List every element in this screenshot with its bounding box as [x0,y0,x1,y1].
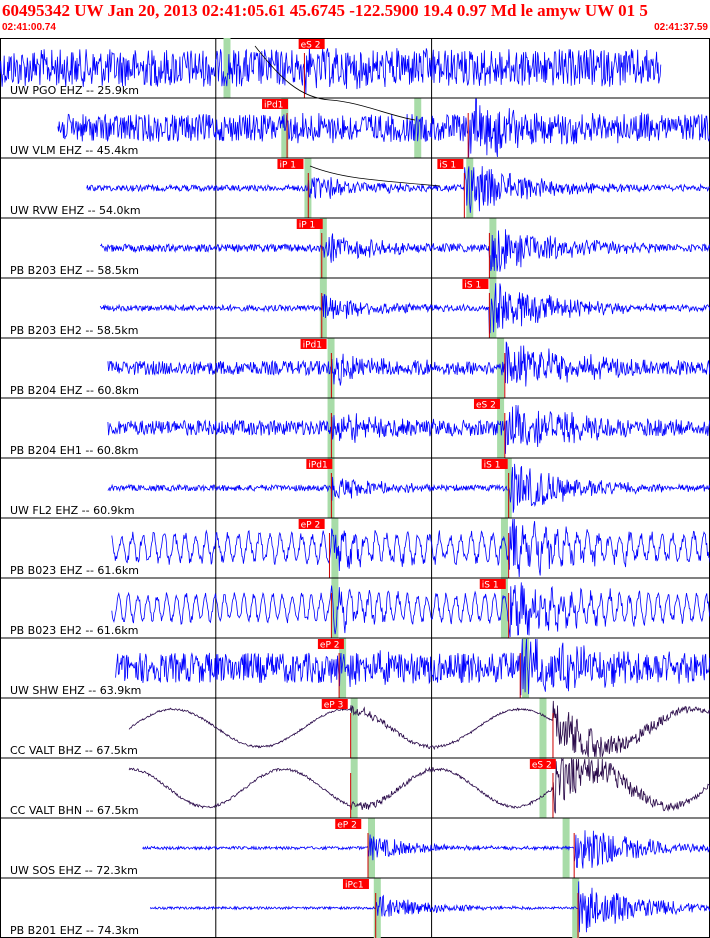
station-label: PB B023 EH2 -- 61.6km [10,624,138,637]
pick-box [479,579,506,589]
pick-box [529,759,556,769]
waveform-trace [100,229,710,272]
station-label: PB B201 EHZ -- 74.3km [10,924,139,937]
p-window-band [223,38,231,98]
s-window-band [539,758,547,818]
station-label: CC VALT BHZ -- 67.5km [10,744,138,757]
seismogram-panel: eS 2 UW PGO EHZ -- 25.9km iPd1 UW VLM EHZ -… [0,38,710,938]
s-window-band [500,578,508,638]
s-window-band [466,158,474,218]
pick-label: iPd1 [308,461,327,471]
p-window-band [350,698,358,758]
pick-label: iP 1 [279,161,296,171]
s-window-band [489,218,497,278]
pick-label: eS 2 [301,41,321,51]
waveform-trace [111,518,710,578]
p-window-band [350,758,358,818]
station-label: PB B023 EHZ -- 61.6km [10,564,139,577]
pick-label: eP 2 [301,521,321,531]
s-window-band [500,518,508,578]
s-window-band [539,698,547,758]
pick-box [298,519,325,529]
pick-label: iPc1 [345,881,364,891]
pick-box [335,819,362,829]
pick-box [321,699,348,709]
station-label: UW SOS EHZ -- 72.3km [10,864,138,877]
waveform-trace [86,166,710,213]
pick-label: eP 2 [320,641,340,651]
station-label: UW RVW EHZ -- 54.0km [10,204,141,217]
station-label: UW VLM EHZ -- 45.4km [10,144,138,157]
pick-box [298,39,325,49]
end-time: 02:41:37.59 [654,22,708,33]
pick-box [262,99,289,109]
pick-label: iS 1 [439,161,456,171]
s-window-band [414,98,422,158]
station-label: PB B204 EHZ -- 60.8km [10,384,139,397]
pick-box [437,159,464,169]
waveform-trace [111,582,710,638]
pick-box [481,459,508,469]
waveform-trace [57,98,710,158]
pick-label: iS 1 [484,461,501,471]
p-window-band [331,578,339,638]
waveform-trace [107,463,710,513]
waveform-trace [149,881,710,933]
p-window-band [339,638,347,698]
travel-time-curve [254,45,416,121]
pick-box [277,159,304,169]
pick-box [317,639,344,649]
header: 60495342 UW Jan 20, 2013 02:41:05.61 45.… [0,0,710,38]
waveform-trace [107,404,710,454]
waveform-trace [128,757,710,814]
station-label: UW FL2 EHZ -- 60.9km [10,504,135,517]
waveform-trace [128,700,710,758]
waveform-trace [142,830,710,869]
pick-label: iS 1 [464,281,481,291]
pick-label: iPd1 [264,101,283,111]
station-label: PB B203 EHZ -- 58.5km [10,264,139,277]
station-label: UW SHW EHZ -- 63.9km [10,684,141,697]
station-label: UW PGO EHZ -- 25.9km [10,84,139,97]
pick-box [342,879,369,889]
pick-box [296,219,323,229]
pick-box [473,399,500,409]
start-time: 02:41:00.74 [2,22,56,33]
pick-label: iS 1 [482,581,499,591]
pick-label: eS 2 [476,401,496,411]
waveform-trace [0,45,662,95]
waveform-trace [99,283,710,335]
pick-label: eP 3 [324,701,344,711]
travel-time-curve [309,165,441,187]
event-title: 60495342 UW Jan 20, 2013 02:41:05.61 45.… [2,1,648,20]
station-label: PB B203 EH2 -- 58.5km [10,324,138,337]
pick-box [306,459,333,469]
pick-label: iPd1 [303,341,322,351]
pick-label: eS 2 [532,761,552,771]
waveform-trace [115,638,710,696]
station-label: CC VALT BHN -- 67.5km [10,804,139,817]
pick-box [462,279,489,289]
station-label: PB B204 EH1 -- 60.8km [10,444,138,457]
waveform-trace [107,341,710,387]
pick-box [300,339,327,349]
pick-label: eP 2 [337,821,357,831]
pick-label: iP 1 [299,221,316,231]
